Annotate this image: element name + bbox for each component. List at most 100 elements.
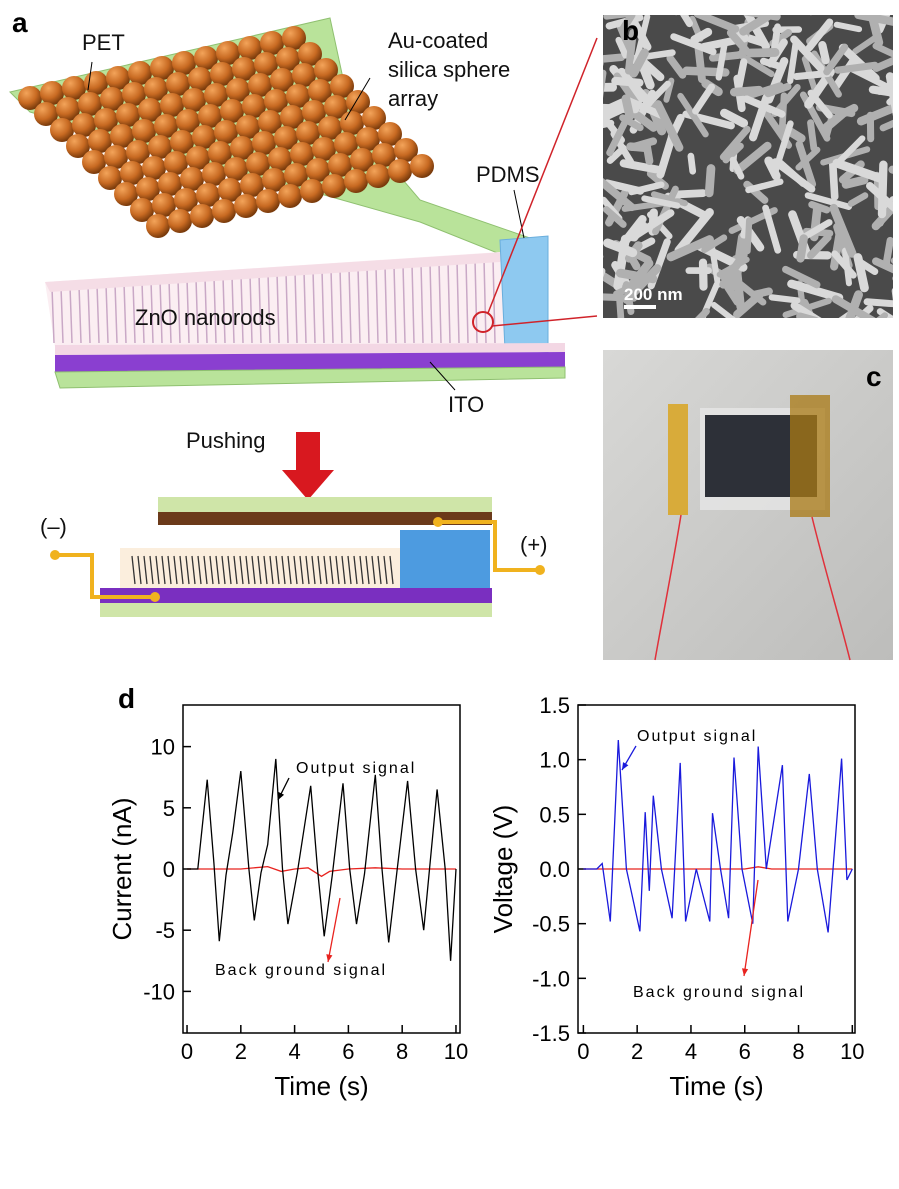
- x-tick-label: 4: [685, 1039, 697, 1064]
- sphere: [322, 174, 346, 198]
- rod: [635, 0, 636, 9]
- sphere: [146, 214, 170, 238]
- x-tick-label: 2: [235, 1039, 247, 1064]
- sphere: [278, 184, 302, 208]
- sphere: [410, 154, 434, 178]
- rod: [676, 0, 696, 11]
- label: silica sphere: [388, 57, 510, 82]
- panel-label: d: [118, 683, 135, 714]
- rod: [796, 74, 827, 77]
- y-tick-label: 10: [151, 735, 175, 760]
- rod: [895, 291, 898, 312]
- annotation-arrow: [328, 898, 340, 962]
- label: ZnO nanorods: [135, 305, 276, 330]
- x-tick-label: 4: [288, 1039, 300, 1064]
- rod: [775, 27, 778, 48]
- rod: [811, 1, 824, 12]
- x-tick-label: 6: [342, 1039, 354, 1064]
- device-illustration: a PET Au-coated silica sphere array PDMS…: [10, 7, 597, 417]
- figure: a PET Au-coated silica sphere array PDMS…: [0, 0, 899, 1189]
- rod: [822, 45, 825, 60]
- rod: [882, 165, 883, 214]
- x-tick-label: 2: [631, 1039, 643, 1064]
- y-tick-label: 5: [163, 796, 175, 821]
- x-tick-label: 0: [577, 1039, 589, 1064]
- y-tick-label: 0.0: [539, 857, 570, 882]
- rod: [620, 301, 623, 347]
- tape: [668, 404, 688, 515]
- bottom-plate: [100, 603, 492, 617]
- sphere: [388, 159, 412, 183]
- y-tick-label: -10: [143, 979, 175, 1004]
- terminal: [50, 550, 60, 560]
- rod: [751, 52, 775, 53]
- tape: [790, 395, 830, 517]
- rod: [846, 180, 864, 184]
- sphere: [190, 204, 214, 228]
- y-tick-label: 1.0: [539, 748, 570, 773]
- sphere: [300, 179, 324, 203]
- label: array: [388, 86, 438, 111]
- rod: [579, 87, 613, 88]
- rod: [571, 105, 597, 121]
- label: Au-coated: [388, 28, 488, 53]
- annotation: Back ground signal: [215, 962, 387, 979]
- annotation: Back ground signal: [633, 984, 805, 1001]
- y-tick-label: 0: [163, 857, 175, 882]
- rod: [748, 220, 750, 251]
- rod: [647, 144, 650, 161]
- y-tick-label: 1.5: [539, 693, 570, 718]
- scale-label: 200 nm: [624, 285, 683, 304]
- rod: [838, 65, 875, 70]
- rod: [811, 123, 814, 149]
- pdms-block: [500, 236, 548, 352]
- rod: [559, 247, 598, 259]
- rod: [896, 278, 899, 279]
- panel-label: b: [622, 15, 639, 46]
- terminal: [150, 592, 160, 602]
- rod: [894, 251, 899, 261]
- series-line: [583, 740, 852, 932]
- panel-label: c: [866, 361, 882, 392]
- rod: [598, 57, 622, 59]
- y-tick-label: 0.5: [539, 802, 570, 827]
- annotation: Output signal: [637, 728, 757, 745]
- rod: [772, 297, 798, 300]
- rod: [597, 73, 604, 121]
- series-line: [187, 759, 456, 961]
- rod: [709, 168, 711, 192]
- device-photo: c: [603, 350, 893, 660]
- x-axis-label: Time (s): [669, 1071, 763, 1101]
- rod: [673, 193, 703, 195]
- label: (–): [40, 514, 67, 539]
- rod: [615, 81, 639, 83]
- series-line: [583, 867, 852, 869]
- rod: [833, 163, 835, 197]
- rod: [754, 291, 769, 294]
- x-tick-label: 6: [739, 1039, 751, 1064]
- x-tick-label: 10: [840, 1039, 864, 1064]
- y-tick-label: -0.5: [532, 912, 570, 937]
- y-tick-label: -5: [155, 918, 175, 943]
- sphere: [366, 164, 390, 188]
- push-arrow: [282, 432, 334, 500]
- label: ITO: [448, 392, 484, 417]
- rod: [800, 238, 803, 258]
- x-tick-label: 10: [444, 1039, 468, 1064]
- rod: [587, 63, 601, 111]
- rod: [892, 170, 899, 176]
- rod: [647, 0, 674, 6]
- label: Pushing: [186, 428, 266, 453]
- annotation-arrow: [744, 880, 758, 976]
- rod: [703, 263, 704, 287]
- x-tick-label: 8: [792, 1039, 804, 1064]
- schematic: Pushing (–) (+): [40, 428, 548, 617]
- x-tick-label: 0: [181, 1039, 193, 1064]
- arrow-head: [742, 968, 748, 976]
- rod: [867, 302, 899, 305]
- rod: [577, 2, 620, 12]
- y-axis-label: Voltage (V): [488, 805, 518, 934]
- label: PDMS: [476, 162, 540, 187]
- charts: 0246810-10-50510Time (s)Current (nA)Outp…: [107, 693, 865, 1101]
- rod: [691, 156, 693, 171]
